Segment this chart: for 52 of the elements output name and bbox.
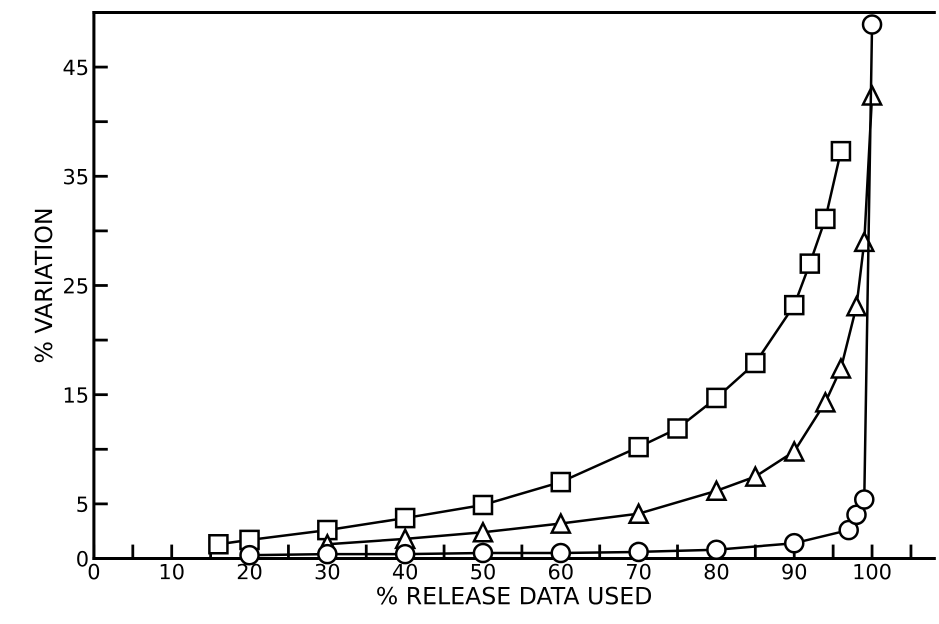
x-tick-label: 50 xyxy=(471,564,495,580)
point xyxy=(628,436,649,458)
point xyxy=(854,489,875,510)
point xyxy=(800,253,820,274)
point xyxy=(830,140,852,162)
point xyxy=(667,418,688,439)
point xyxy=(784,441,805,462)
point xyxy=(472,542,494,564)
point xyxy=(815,208,836,230)
y-axis-title: % VARIATION xyxy=(34,210,52,362)
y-tick-label: 25 xyxy=(64,278,88,294)
point xyxy=(838,520,859,540)
y-tick-label: 5 xyxy=(77,496,88,512)
x-tick-label: 60 xyxy=(548,564,573,580)
x-tick-label: 10 xyxy=(160,564,184,580)
point xyxy=(846,296,867,317)
x-tick-label: 90 xyxy=(782,564,806,580)
point xyxy=(550,472,572,492)
point xyxy=(628,542,649,562)
point xyxy=(317,520,338,540)
point xyxy=(394,544,416,564)
x-tick-label: 100 xyxy=(854,564,891,580)
point xyxy=(862,14,882,35)
point xyxy=(550,542,572,564)
point xyxy=(472,522,494,543)
y-tick-label: 0 xyxy=(77,550,88,567)
point xyxy=(846,504,867,526)
x-tick-label: 20 xyxy=(238,564,262,580)
point xyxy=(394,508,416,528)
point xyxy=(784,294,805,316)
x-axis-title: % RELEASE DATA USED xyxy=(377,586,652,605)
y-tick-label: 35 xyxy=(64,168,88,184)
x-tick-label: 40 xyxy=(392,564,418,580)
point xyxy=(628,503,649,524)
point xyxy=(745,352,766,374)
point xyxy=(239,544,260,566)
point xyxy=(830,358,852,379)
x-tick-label: 0 xyxy=(88,564,100,580)
point xyxy=(706,388,727,408)
x-tick-label: 70 xyxy=(627,564,650,580)
point xyxy=(815,392,836,413)
x-tick-label: 80 xyxy=(704,564,728,580)
y-tick-label: 45 xyxy=(64,60,88,76)
point xyxy=(745,466,766,487)
point xyxy=(784,532,805,554)
point xyxy=(317,544,338,564)
point xyxy=(472,494,494,516)
point xyxy=(550,513,572,534)
point xyxy=(706,480,727,502)
y-tick-label: 15 xyxy=(64,387,88,403)
x-tick-label: 30 xyxy=(316,564,340,580)
point xyxy=(208,534,229,555)
